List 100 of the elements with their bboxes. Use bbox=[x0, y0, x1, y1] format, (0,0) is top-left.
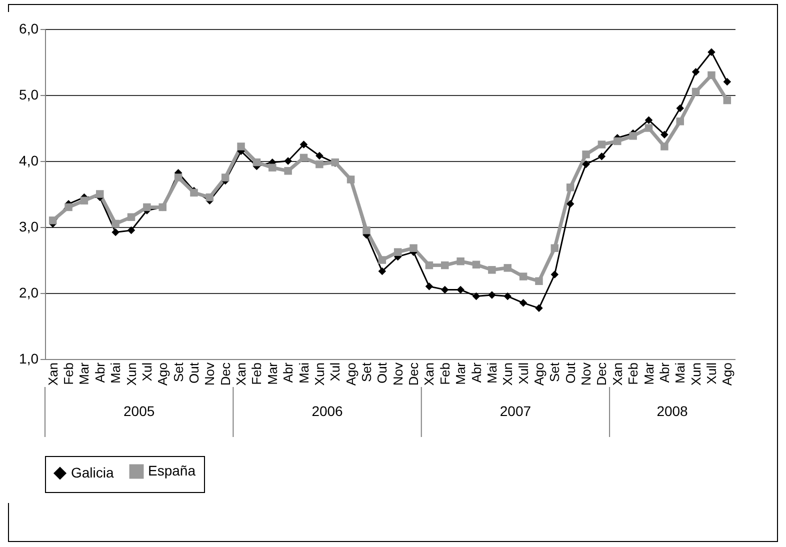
x-tick-label: Set bbox=[547, 362, 562, 382]
legend-label: Galicia bbox=[71, 464, 114, 480]
point bbox=[410, 244, 418, 252]
point bbox=[252, 158, 261, 166]
x-tick-label: Xul bbox=[328, 362, 343, 382]
x-tick-label: Abr bbox=[656, 362, 672, 383]
x-tick-label: Abr bbox=[468, 362, 484, 383]
point bbox=[112, 220, 120, 228]
x-tick-label: Out bbox=[374, 362, 390, 384]
point bbox=[112, 228, 120, 236]
point bbox=[221, 174, 230, 182]
point bbox=[300, 154, 308, 162]
x-tick-label: Feb bbox=[626, 362, 641, 385]
text: 2006 bbox=[312, 403, 344, 419]
x-tick-label: Mai bbox=[484, 362, 500, 384]
y-tick-label: 1,0 bbox=[19, 350, 39, 366]
x-tick-label: Mar bbox=[264, 362, 280, 385]
x-tick-label: Mar bbox=[453, 362, 468, 385]
point bbox=[48, 216, 57, 224]
point bbox=[550, 244, 559, 252]
x-tick-label: Ago bbox=[531, 362, 546, 386]
point bbox=[174, 174, 182, 182]
point bbox=[127, 226, 136, 234]
point bbox=[284, 157, 292, 165]
x-tick-label: Xan bbox=[422, 362, 437, 386]
x-tick-label: Xan bbox=[610, 362, 625, 386]
x-tick-label: Ago bbox=[155, 362, 170, 386]
legend-label: España bbox=[148, 462, 196, 479]
point bbox=[598, 140, 606, 148]
x-tick-label: Xull bbox=[516, 362, 531, 384]
point bbox=[80, 196, 88, 204]
text: 2007 bbox=[500, 403, 532, 419]
point bbox=[535, 277, 543, 285]
point bbox=[237, 142, 245, 150]
point bbox=[64, 203, 72, 212]
point bbox=[566, 200, 574, 208]
x-tick-label: Mai bbox=[672, 362, 688, 384]
point bbox=[676, 118, 684, 126]
x-tick-label: Mai bbox=[108, 362, 124, 384]
point bbox=[660, 142, 668, 150]
point bbox=[425, 282, 434, 290]
point bbox=[614, 137, 622, 146]
x-tick-label: Out bbox=[186, 362, 202, 384]
point bbox=[708, 71, 716, 80]
point bbox=[488, 266, 496, 274]
point bbox=[676, 104, 684, 112]
x-tick-label: Nov bbox=[578, 362, 594, 386]
point bbox=[316, 160, 324, 168]
point bbox=[644, 124, 653, 132]
x-tick-label: Xun bbox=[124, 362, 139, 386]
y-tick-label: 4,0 bbox=[19, 152, 39, 168]
point bbox=[472, 260, 480, 268]
point bbox=[644, 116, 653, 124]
x-tick-label: Xun bbox=[688, 362, 704, 386]
x-tick-label: Ago bbox=[720, 362, 735, 386]
point bbox=[456, 286, 464, 294]
point bbox=[708, 48, 716, 56]
point bbox=[143, 203, 151, 212]
point bbox=[441, 286, 449, 294]
x-tick-label: Abr bbox=[280, 362, 296, 383]
point bbox=[660, 130, 668, 138]
point bbox=[394, 248, 402, 256]
y-tick-label: 5,0 bbox=[19, 86, 39, 102]
x-tick-label: Out bbox=[562, 362, 578, 384]
point bbox=[127, 213, 136, 221]
point bbox=[300, 140, 308, 148]
x-tick-label: Dec bbox=[594, 362, 610, 386]
point bbox=[378, 267, 386, 276]
point bbox=[268, 164, 276, 172]
point bbox=[692, 88, 700, 96]
point bbox=[582, 160, 590, 168]
point bbox=[362, 226, 370, 234]
point bbox=[504, 264, 512, 272]
x-tick-label: Feb bbox=[249, 362, 264, 385]
point bbox=[535, 304, 543, 312]
point bbox=[425, 261, 434, 270]
x-tick-label: Feb bbox=[437, 362, 452, 385]
point bbox=[441, 261, 449, 270]
point bbox=[504, 292, 512, 300]
x-tick-label: Set bbox=[358, 362, 374, 382]
point bbox=[206, 193, 214, 202]
point bbox=[519, 272, 528, 280]
point bbox=[488, 291, 496, 299]
point bbox=[723, 78, 732, 86]
x-tick-label: Mar bbox=[76, 362, 92, 385]
point bbox=[723, 96, 732, 104]
point bbox=[472, 292, 480, 300]
point bbox=[598, 152, 606, 160]
x-tick-label: Xan bbox=[234, 362, 249, 386]
x-tick-label: Mar bbox=[641, 362, 656, 385]
point bbox=[566, 184, 574, 192]
y-tick-label: 2,0 bbox=[19, 284, 39, 300]
point bbox=[692, 68, 700, 76]
y-tick-label: 6,0 bbox=[19, 20, 39, 36]
x-tick-label: Xull bbox=[704, 362, 719, 384]
x-tick-label: Feb bbox=[61, 362, 76, 385]
point bbox=[456, 257, 464, 266]
point bbox=[316, 152, 324, 160]
point bbox=[582, 150, 590, 158]
text: 2008 bbox=[656, 403, 688, 419]
